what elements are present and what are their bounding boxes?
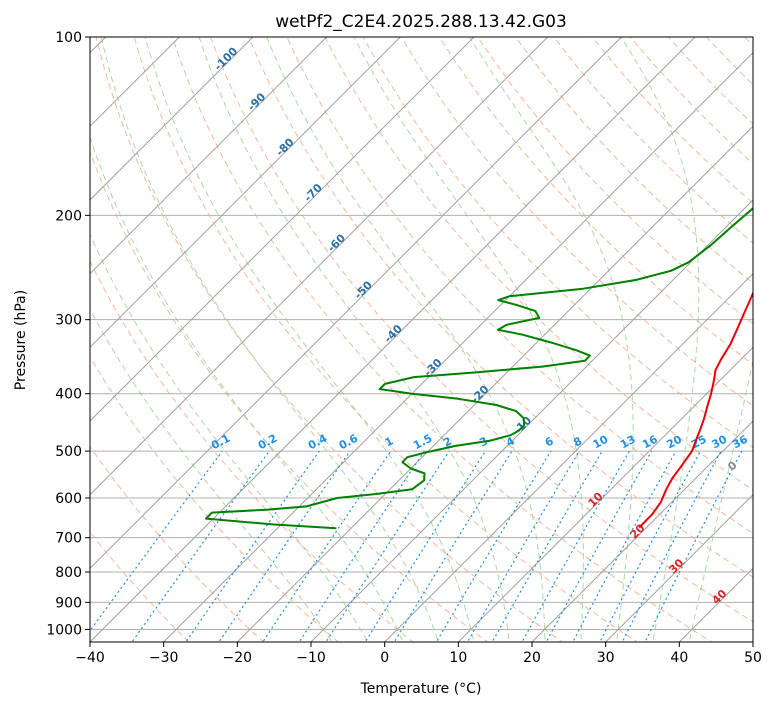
dry-adiabat-line <box>745 37 775 649</box>
x-tick-label: −10 <box>296 650 326 666</box>
isotherm-line <box>230 37 775 649</box>
isotherm-line <box>525 37 775 649</box>
moist-adiabat-label: 0 <box>725 458 740 473</box>
mixing-ratio-label: 6 <box>543 434 556 449</box>
mixing-ratio-line <box>77 451 223 649</box>
isotherm-line <box>0 37 327 649</box>
x-axis-label: Temperature (°C) <box>360 681 482 697</box>
mixing-ratio-label: 10 <box>591 433 611 452</box>
x-tick-label: 0 <box>380 650 389 666</box>
isotherm-label: -90 <box>245 90 268 113</box>
y-tick-label: 600 <box>55 491 82 507</box>
y-tick-label: 400 <box>55 387 82 403</box>
isotherm-label: -40 <box>382 322 405 345</box>
mixing-ratio-line <box>181 451 319 649</box>
x-tick-label: 40 <box>670 650 688 666</box>
x-tick-label: 20 <box>523 650 541 666</box>
y-tick-label: 300 <box>55 313 82 329</box>
isotherm-line <box>0 37 400 649</box>
dry-adiabat-line <box>0 37 196 649</box>
mixing-ratio-line <box>543 451 652 649</box>
isotherm-line <box>598 37 775 649</box>
y-tick-label: 700 <box>55 531 82 547</box>
dry-adiabat-line <box>287 37 775 649</box>
isotherm-line <box>672 37 775 649</box>
moist-adiabat-label: 20 <box>628 521 648 541</box>
mixing-ratio-label: 0.1 <box>209 432 232 453</box>
x-tick-label: −40 <box>75 650 105 666</box>
isotherm-label: -50 <box>352 278 375 301</box>
mixing-ratio-line <box>596 451 700 649</box>
mixing-ratio-label: 30 <box>710 433 730 452</box>
isotherm-line <box>377 37 775 649</box>
moist-adiabat-line <box>462 24 634 649</box>
y-tick-label: 800 <box>55 565 82 581</box>
y-axis-label: Pressure (hPa) <box>13 290 29 390</box>
y-tick-label: 500 <box>55 444 82 460</box>
dry-adiabat-line <box>668 37 775 649</box>
moist-adiabat-line <box>62 24 406 649</box>
isotherm-label: -60 <box>325 231 348 254</box>
dry-adiabat-line <box>249 37 775 649</box>
y-tick-label: 100 <box>55 30 82 46</box>
x-tick-label: 50 <box>744 650 762 666</box>
x-tick-label: 30 <box>597 650 615 666</box>
moist-adiabat-label: 10 <box>586 490 606 510</box>
mixing-ratio-line <box>127 451 269 649</box>
isotherm-label: -100 <box>212 44 241 73</box>
isotherm-line <box>451 37 775 649</box>
dry-adiabat-line <box>363 37 775 649</box>
dry-adiabat-line <box>707 37 775 649</box>
dry-adiabat-line <box>439 37 775 649</box>
mixing-ratio-label: 16 <box>640 433 660 452</box>
moist-adiabat-line <box>262 24 546 649</box>
mixing-ratio-label: 20 <box>664 433 684 452</box>
y-tick-label: 200 <box>55 208 82 224</box>
temperature-profile-line <box>639 37 775 528</box>
dry-adiabat-line <box>172 37 723 649</box>
mixing-ratio-line <box>518 451 629 649</box>
dry-adiabat-line <box>58 37 498 649</box>
mixing-ratio-line <box>569 451 676 649</box>
moist-adiabat-line <box>688 24 775 649</box>
x-tick-label: −20 <box>223 650 253 666</box>
chart-title: wetPf2_C2E4.2025.288.13.42.G03 <box>275 12 567 32</box>
y-tick-label: 1000 <box>46 622 82 638</box>
x-tick-label: 10 <box>449 650 467 666</box>
mixing-ratio-label: 13 <box>618 433 638 452</box>
isotherm-line <box>0 37 253 649</box>
moist-adiabat-line <box>31 24 372 649</box>
isotherm-label: -80 <box>273 135 296 158</box>
mixing-ratio-label: 0.4 <box>306 432 330 453</box>
mixing-ratio-label: 8 <box>571 434 584 449</box>
dry-adiabat-line <box>0 37 347 649</box>
mixing-ratio-line <box>390 451 512 649</box>
moist-adiabat-line <box>142 24 476 649</box>
mixing-ratio-label: 1 <box>383 434 396 449</box>
x-tick-label: −30 <box>149 650 179 666</box>
moist-adiabat-label: 40 <box>709 587 729 607</box>
isotherm-label: -70 <box>302 181 325 204</box>
dry-adiabat-line <box>20 37 423 649</box>
mixing-ratio-label: 1.5 <box>411 432 434 453</box>
moist-adiabat-label: 30 <box>666 556 686 576</box>
moist-adiabat-line <box>195 24 510 649</box>
mixing-ratio-line <box>295 451 425 649</box>
y-tick-label: 900 <box>55 595 82 611</box>
isotherm-line <box>0 37 548 649</box>
